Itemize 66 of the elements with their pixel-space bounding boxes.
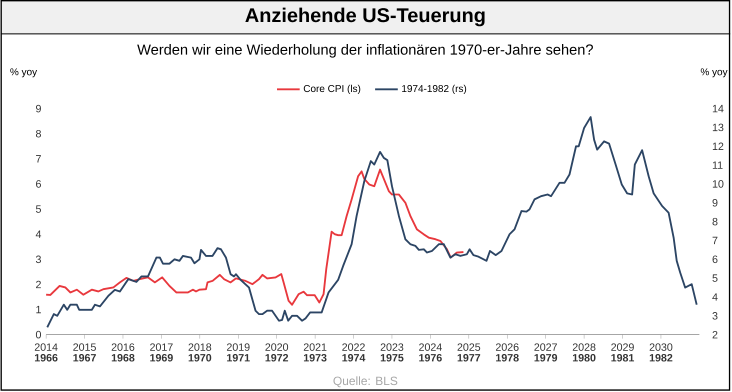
- x-tick-label: 2029: [611, 344, 634, 352]
- x-tick-label: 2016: [112, 344, 134, 352]
- y-axis-title: % yoy: [10, 68, 38, 78]
- x-tick-label: 2020: [265, 344, 288, 352]
- y-tick-label: 8: [36, 130, 41, 138]
- y-tick-label: 4: [36, 230, 42, 238]
- x2-tick-label: 1966: [34, 354, 58, 362]
- y2-tick-label: 7: [712, 236, 718, 244]
- x2-tick-label: 1975: [380, 354, 404, 362]
- y2-tick-label: 14: [712, 105, 724, 112]
- line-series: [45, 168, 464, 306]
- y2-axis-title: % yoy: [700, 68, 728, 78]
- y-tick-label: 9: [36, 104, 41, 113]
- y2-tick-label: 10: [712, 180, 724, 188]
- x-tick-label: 2019: [226, 344, 250, 352]
- x2-tick-label: 1980: [572, 354, 596, 362]
- y-tick-label: 2: [36, 280, 41, 288]
- y2-tick-label: 11: [712, 162, 723, 169]
- x2-tick-label: 1976: [419, 354, 442, 362]
- x2-tick-label: 1978: [496, 354, 519, 362]
- x-tick-label: 2030: [650, 344, 672, 352]
- x2-tick-label: 1974: [342, 354, 366, 362]
- x2-tick-label: 1967: [73, 354, 96, 362]
- x-tick-label: 2026: [496, 344, 519, 352]
- x2-tick-label: 1981: [611, 354, 634, 362]
- y-tick-label: 5: [36, 206, 41, 213]
- x-tick-label: 2024: [419, 344, 442, 352]
- y2-tick-label: 12: [712, 142, 724, 150]
- y2-tick-label: 5: [712, 274, 718, 282]
- y-tick-label: 1: [36, 306, 41, 314]
- x2-tick-label: 1982: [650, 354, 672, 362]
- y2-tick-label: 4: [712, 293, 718, 301]
- x-tick-label: 2028: [572, 344, 596, 352]
- legend-label: Core CPI (ls): [304, 84, 360, 94]
- chart-subtitle: Werden wir eine Wiederholung der inflationären 1970-er-Jahre sehen?: [137, 44, 593, 58]
- x-tick-label: 2022: [342, 344, 365, 352]
- y2-tick-label: 8: [712, 218, 718, 226]
- y2-tick-label: 3: [712, 312, 718, 320]
- chart-title: Anziehende US-Teuerung: [245, 8, 485, 26]
- x2-tick-label: 1968: [112, 354, 134, 362]
- x2-tick-label: 1970: [188, 354, 212, 362]
- x-tick-label: 2023: [380, 344, 404, 352]
- source-note: Quelle: BLS: [333, 376, 398, 388]
- x2-tick-label: 1979: [534, 354, 558, 362]
- y-tick-label: 0: [36, 331, 42, 339]
- y2-tick-label: 6: [712, 256, 718, 264]
- x-tick-label: 2014: [34, 344, 58, 352]
- y-tick-label: 6: [36, 180, 41, 188]
- x2-tick-label: 1971: [227, 354, 250, 362]
- y2-tick-label: 13: [712, 124, 724, 132]
- x2-tick-label: 1969: [150, 354, 173, 362]
- x-tick-label: 2021: [304, 344, 326, 352]
- x2-tick-label: 1972: [266, 354, 288, 362]
- x-tick-label: 2025: [458, 344, 480, 352]
- x2-tick-label: 1973: [304, 354, 327, 362]
- line-series: [46, 116, 698, 328]
- x-tick-label: 2017: [150, 344, 173, 352]
- y2-tick-label: 2: [712, 331, 718, 339]
- x-tick-label: 2027: [534, 344, 557, 352]
- x-tick-label: 2018: [188, 344, 212, 352]
- y2-tick-label: 9: [712, 199, 718, 207]
- y-tick-label: 7: [36, 155, 41, 163]
- x-tick-label: 2015: [73, 344, 96, 352]
- legend-label: 1974-1982 (rs): [402, 84, 466, 94]
- y-tick-label: 3: [36, 256, 41, 264]
- x2-tick-label: 1977: [458, 354, 480, 362]
